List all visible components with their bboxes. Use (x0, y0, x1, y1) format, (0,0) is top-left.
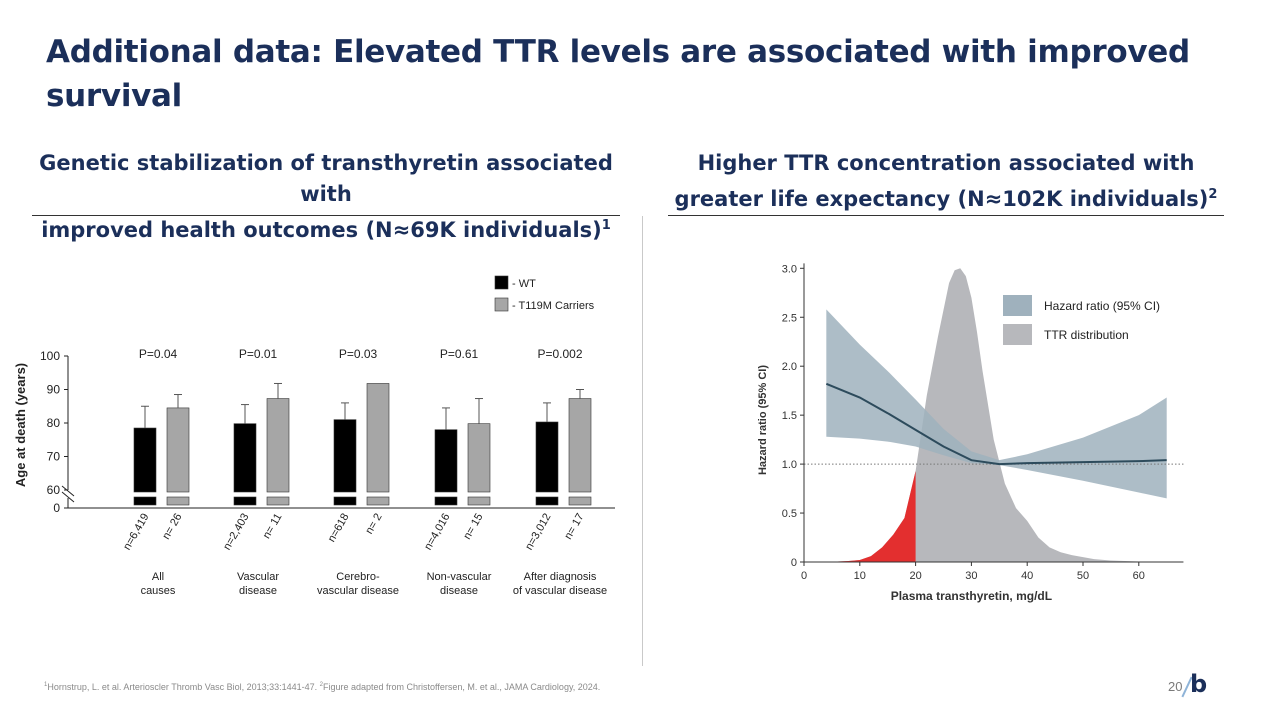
bar-base-0-2 (333, 496, 357, 506)
footnote-ref1: Hornstrup, L. et al. Arterioscler Thromb… (47, 682, 320, 692)
hr-x-tick-label-3: 30 (965, 570, 977, 582)
hr-y-tick-label-6: 3.0 (782, 263, 797, 275)
right-heading-line1: Higher TTR concentration associated with (697, 151, 1195, 175)
right-heading-ref: 2 (1208, 187, 1218, 202)
bar-base-0-1 (233, 496, 257, 506)
left-heading-rule (32, 215, 620, 216)
category-label-1: Vascular disease (237, 571, 279, 597)
hr-x-tick-label-1: 10 (854, 570, 866, 582)
hr-legend-label-dist: TTR distribution (1044, 328, 1129, 342)
hr-x-tick-label-0: 0 (801, 570, 807, 582)
legend-label-0: - WT (512, 278, 536, 290)
p-value-3: P=0.61 (440, 347, 479, 361)
y-tick-label-70: 70 (47, 450, 61, 464)
category-label-3: Non-vascular disease (427, 571, 492, 597)
slide-title: Additional data: Elevated TTR levels are… (46, 34, 1190, 114)
legend-swatch-1 (494, 297, 509, 312)
left-heading-ref: 1 (601, 218, 611, 233)
p-value-1: P=0.01 (239, 347, 278, 361)
axis-break-mark-1 (61, 485, 75, 497)
right-panel-heading: Higher TTR concentration associated with… (668, 148, 1224, 215)
left-panel-heading: Genetic stabilization of transthyretin a… (32, 148, 620, 246)
hazard-ratio-line (825, 382, 1167, 466)
category-label-0: All causes (141, 571, 176, 597)
bar-base-1-2 (366, 496, 390, 506)
bar-base-0-0 (133, 496, 157, 506)
hr-y-tick-label-0: 0 (791, 557, 797, 569)
hr-legend-label-ci: Hazard ratio (95% CI) (1044, 299, 1160, 313)
bar-base-1-3 (467, 496, 491, 506)
y-tick-label-100: 100 (40, 349, 60, 363)
legend-swatch-0 (494, 275, 509, 290)
right-heading-line2: greater life expectancy (N≈102K individu… (674, 187, 1209, 211)
y-tick-label-0: 0 (53, 501, 60, 515)
p-value-4: P=0.002 (537, 347, 582, 361)
bar-base-0-4 (535, 496, 559, 506)
page-number: 20 (1168, 679, 1183, 694)
hazard-ratio-ci-band (826, 309, 1167, 499)
legend-label-1: - T119M Carriers (512, 300, 595, 312)
hr-y-axis-label: Hazard ratio (95% CI) (757, 365, 769, 475)
age-at-death-bar-chart: - WT - T119M Carriers 0 60 70 80 90 100 Age at d… (13, 275, 615, 597)
y-tick-label-60: 60 (47, 483, 61, 497)
hr-x-tick-label-6: 60 (1133, 570, 1145, 582)
footnote-ref2: Figure adapted from Christoffersen, M. e… (323, 682, 601, 692)
hr-x-tick-label-4: 40 (1021, 570, 1033, 582)
ttr-distribution-area (826, 268, 1167, 562)
category-label-2: Cerebro-vascular disease (317, 571, 399, 597)
footnote: 1Hornstrup, L. et al. Arterioscler Throm… (44, 682, 600, 692)
panel-divider (642, 216, 643, 666)
hr-y-tick-label-5: 2.5 (782, 312, 797, 324)
bar-base-0-3 (434, 496, 458, 506)
low-ttr-highlight-area (826, 470, 916, 562)
category-label-4: After diagnosis of vascular disease (513, 571, 607, 597)
hr-y-tick-label-2: 1.0 (782, 459, 797, 471)
bar-base-1-0 (166, 496, 190, 506)
bar-1-2 (366, 383, 390, 493)
hr-x-tick-label-2: 20 (909, 570, 921, 582)
bar-base-1-4 (568, 496, 592, 506)
footnote-ref2-num: 2 (319, 682, 323, 688)
footnote-ref1-num: 1 (44, 682, 48, 688)
bar-base-1-1 (266, 496, 290, 506)
hr-legend-swatch-ci (1003, 295, 1032, 316)
y-axis-label: Age at death (years) (13, 363, 28, 487)
p-value-0: P=0.04 (139, 347, 178, 361)
hazard-ratio-chart: 0 0.5 1.0 1.5 2.0 2.5 3.0 0 10 20 30 40 50 60 Plasma t… (757, 263, 1184, 603)
right-heading-rule (668, 215, 1224, 216)
axis-break-mark-2 (61, 491, 75, 503)
hr-legend-swatch-dist (1003, 324, 1032, 345)
hr-y-tick-label-1: 0.5 (782, 508, 797, 520)
left-heading-line2: improved health outcomes (N≈69K individu… (41, 218, 602, 242)
y-tick-label-80: 80 (47, 416, 61, 430)
hr-y-tick-label-3: 1.5 (782, 410, 797, 422)
y-tick-label-90: 90 (47, 383, 61, 397)
hr-x-tick-label-5: 50 (1077, 570, 1089, 582)
company-logo: b (1190, 670, 1208, 698)
p-value-2: P=0.03 (339, 347, 378, 361)
left-heading-line1: Genetic stabilization of transthyretin a… (39, 151, 613, 206)
hr-x-axis-label: Plasma transthyretin, mg/dL (891, 589, 1052, 603)
hr-y-tick-label-4: 2.0 (782, 361, 797, 373)
